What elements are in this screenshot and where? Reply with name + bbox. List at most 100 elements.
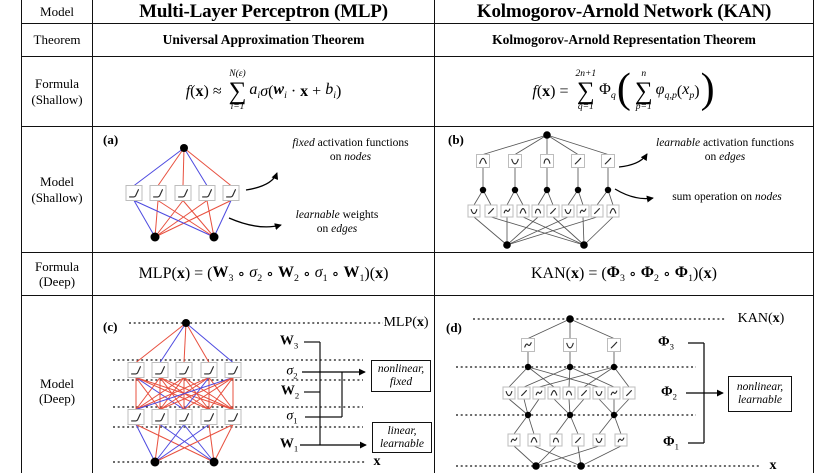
edge — [527, 414, 535, 435]
edge — [183, 377, 234, 410]
edge — [583, 366, 615, 388]
activation-glyph — [178, 189, 188, 198]
activation-glyph — [524, 342, 532, 348]
edge — [154, 200, 232, 238]
edge — [154, 200, 159, 238]
neuron-node — [566, 315, 574, 323]
edge — [527, 318, 571, 339]
edge — [482, 134, 548, 155]
mlp-shallow-panel-cell: (a) fixed activation functions on nodes l… — [93, 127, 435, 253]
neuron-node — [604, 186, 612, 194]
edge — [514, 134, 548, 155]
edge — [598, 398, 615, 416]
edge — [135, 322, 187, 363]
learnable-activation-annotation: learnable activation functions on edges — [656, 137, 794, 163]
edge — [527, 366, 600, 388]
edge — [135, 377, 161, 410]
activation-glyph — [575, 437, 581, 444]
edge — [613, 414, 622, 435]
edge — [555, 414, 571, 435]
edge — [473, 216, 508, 246]
activation-glyph — [535, 390, 543, 396]
activation-glyph — [155, 413, 165, 422]
activation-glyph — [566, 342, 574, 349]
annotation-arrow — [228, 217, 282, 230]
w2-label: W2 — [280, 383, 300, 401]
edge — [183, 424, 215, 463]
neuron-node — [566, 363, 574, 371]
activation-box — [175, 362, 193, 378]
fixed-activation-annotation: fixed activation functions on nodes — [292, 137, 409, 163]
mlp-theorem: Universal Approximation Theorem — [162, 32, 365, 47]
neuron-node — [543, 131, 551, 139]
neuron-node — [209, 457, 219, 467]
edge — [508, 398, 529, 416]
edge — [154, 424, 185, 463]
activation-glyph — [519, 208, 527, 214]
edge — [527, 366, 555, 388]
panel-b-label: (b) — [448, 132, 464, 147]
sigma2-label: σ2 — [286, 363, 298, 381]
activation-glyph — [581, 390, 587, 397]
edge — [569, 366, 615, 388]
edge — [506, 216, 598, 246]
activation-glyph — [204, 366, 214, 375]
kan-deep-formula-cell: KAN(x) = (Φ3 ∘ Φ2 ∘ Φ1)(x) — [435, 253, 814, 296]
neuron-node — [503, 241, 511, 249]
edge — [613, 398, 630, 416]
edge — [513, 445, 537, 467]
neuron-node — [150, 232, 160, 242]
activation-glyph — [204, 413, 214, 422]
x-input-label: x — [373, 454, 381, 469]
activation-glyph — [521, 390, 527, 397]
kan-shallow-formula: f(x) = 2n+1 ∑ q=1 Φq(n ∑ p=1 φq,p(xp)) — [532, 65, 715, 113]
mlp-shallow-formula: f(x) ≈ N(ε) ∑ i=1 ai σ(wi · x + bi) — [185, 68, 342, 113]
edge — [598, 414, 615, 435]
edge — [159, 424, 215, 463]
activation-glyph — [179, 413, 189, 422]
row-label-formula-shallow: Formula (Shallow) — [31, 76, 83, 107]
activation-box — [125, 185, 143, 201]
panel-c: (c) MLP(x) W3 σ2 W2 σ1 W1 x nonlinear, fi… — [93, 296, 434, 473]
activation-glyph — [550, 390, 558, 396]
activation-glyph — [617, 437, 625, 443]
activation-box — [224, 409, 242, 425]
nonlinear-learnable-box: nonlinear, learnable — [728, 376, 792, 412]
edge — [535, 445, 600, 467]
activation-glyph — [228, 366, 238, 375]
kan-theorem-cell: Kolmogorov-Arnold Representation Theorem — [435, 24, 814, 57]
activation-box — [561, 204, 575, 218]
activation-glyph — [153, 189, 163, 198]
activation-box — [592, 433, 606, 447]
mlp-title: Multi-Layer Perceptron (MLP) — [139, 0, 388, 22]
activation-glyph — [479, 157, 487, 164]
activation-box — [198, 185, 216, 201]
comparison-table: Model Multi-Layer Perceptron (MLP) Kolmo… — [21, 0, 814, 473]
activation-box — [127, 362, 145, 378]
edge — [508, 366, 529, 388]
edge — [157, 147, 185, 186]
kan-deep-formula: KAN(x) = (Φ3 ∘ Φ2 ∘ Φ1)(x) — [530, 263, 717, 285]
annotation-arrow — [618, 153, 648, 168]
neuron-node — [532, 462, 540, 470]
activation-box — [149, 185, 167, 201]
activation-glyph — [470, 209, 478, 215]
activation-glyph — [626, 390, 632, 397]
row-label-formula-shallow-cell: Formula (Shallow) — [22, 57, 93, 127]
activation-glyph — [610, 390, 618, 396]
neuron-node — [511, 186, 519, 194]
activation-glyph — [530, 437, 538, 443]
activation-box — [151, 362, 169, 378]
row-label-theorem: Theorem — [33, 32, 81, 48]
mlp-x-output-label: MLP(x) — [383, 315, 429, 330]
edge — [552, 216, 585, 246]
activation-glyph — [202, 189, 212, 198]
w1-label: W1 — [279, 436, 299, 454]
activation-box — [174, 185, 192, 201]
edge — [154, 424, 234, 463]
panel-b: (b) learnable activation functions on edg… — [435, 127, 813, 252]
activation-glyph — [564, 209, 572, 215]
activation-glyph — [574, 157, 582, 165]
activation-box — [527, 433, 541, 447]
sigma1-label: σ1 — [286, 408, 298, 426]
